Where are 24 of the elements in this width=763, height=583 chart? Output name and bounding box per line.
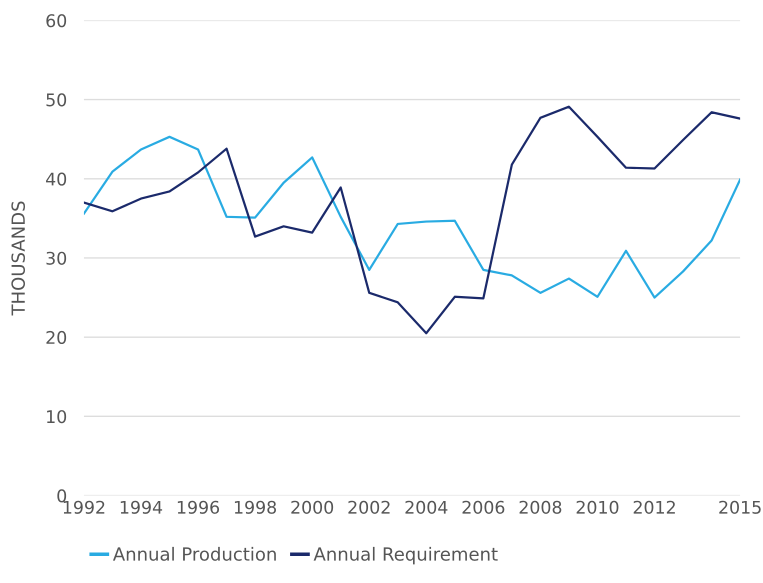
y-axis-title: THOUSANDS — [11, 201, 26, 316]
y-tick-label: 60 — [46, 14, 66, 28]
y-tick-label: 30 — [46, 252, 66, 265]
x-tick-label: 1992 — [64, 500, 104, 514]
x-tick-label: 2006 — [462, 500, 504, 514]
x-tick-label: 2012 — [634, 500, 675, 514]
x-tick-label: 2000 — [291, 500, 334, 514]
x-tick-label: 1994 — [120, 500, 162, 514]
line-series — [84, 136, 740, 299]
x-tick-label: 2002 — [348, 500, 390, 514]
x-tick-label: 1998 — [234, 500, 276, 514]
x-tick-label: 2004 — [405, 500, 448, 514]
y-tick-label: 40 — [46, 172, 66, 186]
y-tick-label: 20 — [46, 330, 66, 344]
x-tick-label: 2015 — [719, 500, 761, 514]
line-series — [84, 106, 740, 334]
y-tick-label: 10 — [47, 410, 66, 424]
legend-label: Annual Production — [112, 546, 276, 561]
x-tick-label: 2008 — [520, 500, 562, 514]
x-tick-label: 2010 — [576, 500, 618, 514]
y-tick-label: 50 — [46, 93, 66, 106]
x-tick-label: 1996 — [178, 500, 220, 514]
legend-label: Annual Requirement — [314, 546, 498, 564]
y-tick-label: 0 — [57, 489, 66, 502]
